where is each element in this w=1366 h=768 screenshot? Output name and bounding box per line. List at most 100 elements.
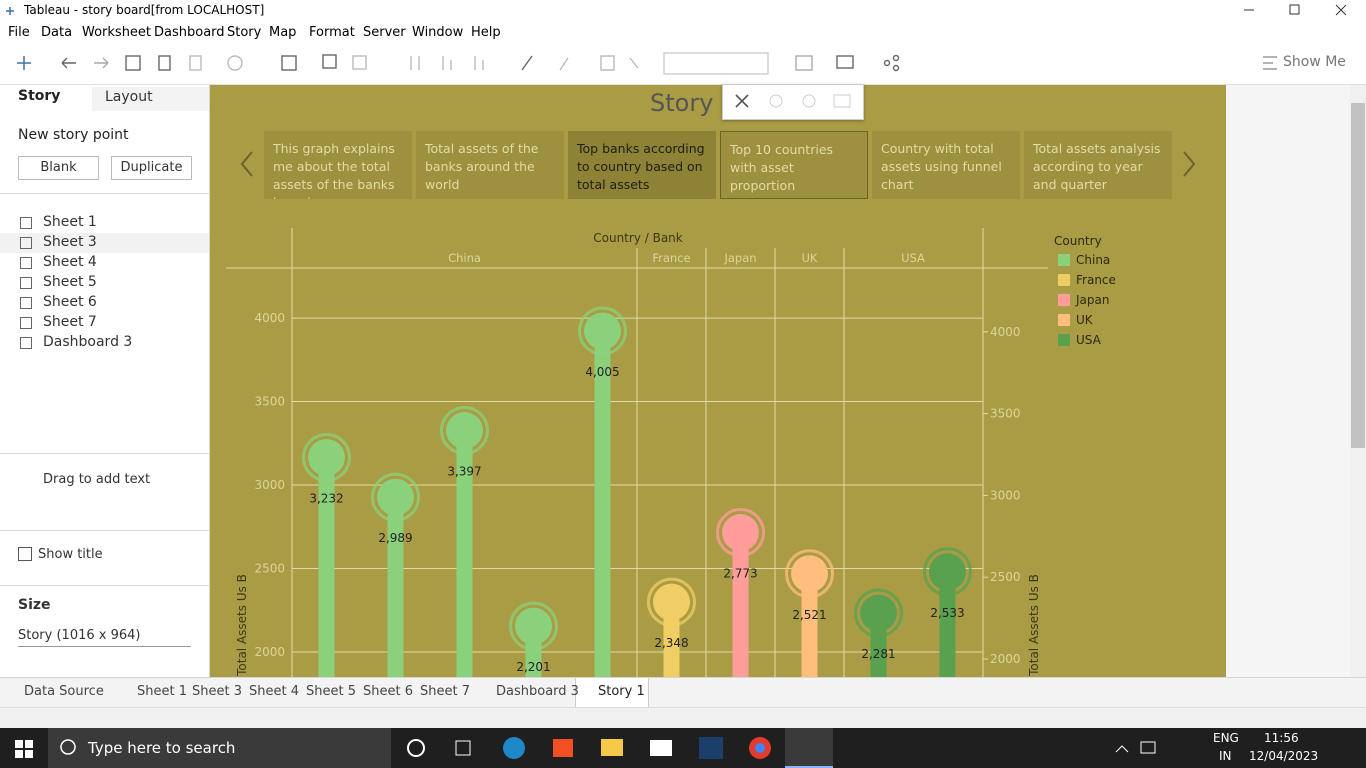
scrollbar[interactable] xyxy=(1350,85,1366,677)
sheet-tab[interactable]: Sheet 1 xyxy=(137,684,187,699)
bar xyxy=(456,418,473,677)
scroll-thumb[interactable] xyxy=(1351,103,1365,448)
story-point[interactable]: Country with total assets using funnel c… xyxy=(872,131,1020,199)
sheet-item[interactable]: Sheet 5 xyxy=(43,274,97,290)
window-controls[interactable] xyxy=(1244,4,1347,16)
menu-item[interactable]: Format xyxy=(309,25,355,40)
circle-ring xyxy=(371,472,420,522)
size-dropdown[interactable]: Story (1016 x 964) xyxy=(18,628,191,647)
menu-item[interactable]: Window xyxy=(412,25,464,40)
divider xyxy=(0,585,209,586)
undo-icon[interactable] xyxy=(769,94,783,108)
sheet-icon xyxy=(20,317,32,329)
sheet-tab[interactable]: Sheet 7 xyxy=(420,684,470,699)
sheet-item[interactable]: Sheet 4 xyxy=(43,254,97,270)
sheet-item[interactable]: Sheet 6 xyxy=(43,294,97,310)
legend-swatch xyxy=(1058,294,1070,306)
story-point[interactable]: Total assets of the banks around the wor… xyxy=(416,131,564,199)
checkbox[interactable] xyxy=(18,547,32,561)
menu-item[interactable]: Server xyxy=(363,25,406,40)
menu-item[interactable]: Story xyxy=(227,25,262,40)
value-label: 2,533 xyxy=(930,606,964,620)
circle-ring xyxy=(440,405,489,455)
story-point[interactable]: Top 10 countries with asset proportion xyxy=(720,131,868,199)
circle-mark xyxy=(653,583,690,621)
popup-icons[interactable] xyxy=(722,84,862,118)
value-label: 2,201 xyxy=(516,660,550,674)
show-me[interactable]: Show Me xyxy=(1283,54,1346,70)
story-point[interactable]: Total assets analysis according to year … xyxy=(1024,131,1172,199)
menu-item[interactable]: File xyxy=(8,25,30,40)
circle-ring xyxy=(509,601,558,651)
sheet-tab[interactable]: Sheet 3 xyxy=(192,684,242,699)
show-title[interactable]: Show title xyxy=(38,547,103,562)
sheet-icon xyxy=(20,277,32,289)
button[interactable]: Duplicate xyxy=(111,156,192,180)
bar xyxy=(387,486,404,677)
circle-mark xyxy=(308,438,345,476)
value-label: 2,281 xyxy=(861,647,895,661)
group-label: UK xyxy=(802,251,818,265)
sheet-tab[interactable]: Data Source xyxy=(24,684,104,699)
search-text[interactable]: Type here to search xyxy=(88,739,236,757)
toolbar-icons[interactable] xyxy=(61,52,1277,75)
value-label: 2,773 xyxy=(723,567,757,581)
drag-text[interactable]: Drag to add text xyxy=(43,472,151,487)
nav-arrow xyxy=(240,151,253,177)
y2-tick-label: 2500 xyxy=(990,570,1021,584)
circle-mark xyxy=(722,514,759,552)
region: IN xyxy=(1219,749,1232,763)
sidebar-tab[interactable]: Story xyxy=(18,88,61,104)
y-tick-label: 3500 xyxy=(254,395,285,409)
circle-mark xyxy=(791,555,828,593)
sheet-icon xyxy=(20,257,32,269)
tab-bar xyxy=(0,677,1366,708)
sheet-icon xyxy=(20,217,32,229)
sheet-item[interactable]: Dashboard 3 xyxy=(43,334,133,350)
menu-item[interactable]: Data xyxy=(41,25,73,40)
divider xyxy=(0,193,209,194)
sheet-item[interactable]: Sheet 1 xyxy=(43,214,97,230)
circle-mark xyxy=(515,607,552,645)
sheet-item[interactable]: Sheet 3 xyxy=(43,234,97,250)
group-label: USA xyxy=(901,251,925,265)
window-title: Tableau - story board[from LOCALHOST] xyxy=(24,3,265,17)
story-point[interactable]: Top banks according to country based on … xyxy=(568,131,716,199)
value-label: 2,348 xyxy=(654,636,688,650)
group-label: Japan xyxy=(723,251,756,265)
sheet-tab[interactable]: Sheet 6 xyxy=(363,684,413,699)
sheet-tab[interactable]: Sheet 4 xyxy=(249,684,299,699)
y-tick-label: 4000 xyxy=(254,311,285,325)
bar xyxy=(732,522,749,677)
close-icon[interactable] xyxy=(735,94,749,108)
legend-swatch xyxy=(1058,334,1070,346)
sheet-item[interactable]: Sheet 7 xyxy=(43,314,97,330)
redo-icon[interactable] xyxy=(802,94,816,108)
y2-tick-label: 4000 xyxy=(990,325,1021,339)
nav-prev[interactable] xyxy=(236,148,254,178)
edit-popup[interactable] xyxy=(722,84,864,120)
menu-item[interactable]: Dashboard xyxy=(154,25,225,40)
story-title: Story 1 xyxy=(650,89,737,117)
circle-ring xyxy=(785,549,834,599)
sheet-tab[interactable]: Dashboard 3 xyxy=(496,684,579,699)
legend-label: Japan xyxy=(1075,293,1109,307)
sheet-highlight xyxy=(0,233,209,253)
bar xyxy=(594,317,611,677)
menu-item[interactable]: Map xyxy=(269,25,297,40)
y-tick-label: 3000 xyxy=(254,478,285,492)
menu-item[interactable]: Help xyxy=(471,25,501,40)
search-box[interactable] xyxy=(48,728,391,768)
button[interactable]: Blank xyxy=(18,156,99,180)
nav-next[interactable] xyxy=(1180,148,1198,178)
menu-item[interactable]: Worksheet xyxy=(82,25,152,40)
sidebar-tab[interactable]: Layout xyxy=(92,87,209,111)
revert-icon[interactable] xyxy=(833,94,851,108)
sheet-tab[interactable]: Sheet 5 xyxy=(306,684,356,699)
clock-time: 11:56 xyxy=(1264,731,1299,745)
bar xyxy=(318,446,335,677)
divider xyxy=(0,530,209,531)
story-point[interactable]: This graph explains me about the total a… xyxy=(264,131,412,199)
sheet-tab[interactable]: Story 1 xyxy=(598,684,645,699)
legend-label: USA xyxy=(1076,333,1102,347)
